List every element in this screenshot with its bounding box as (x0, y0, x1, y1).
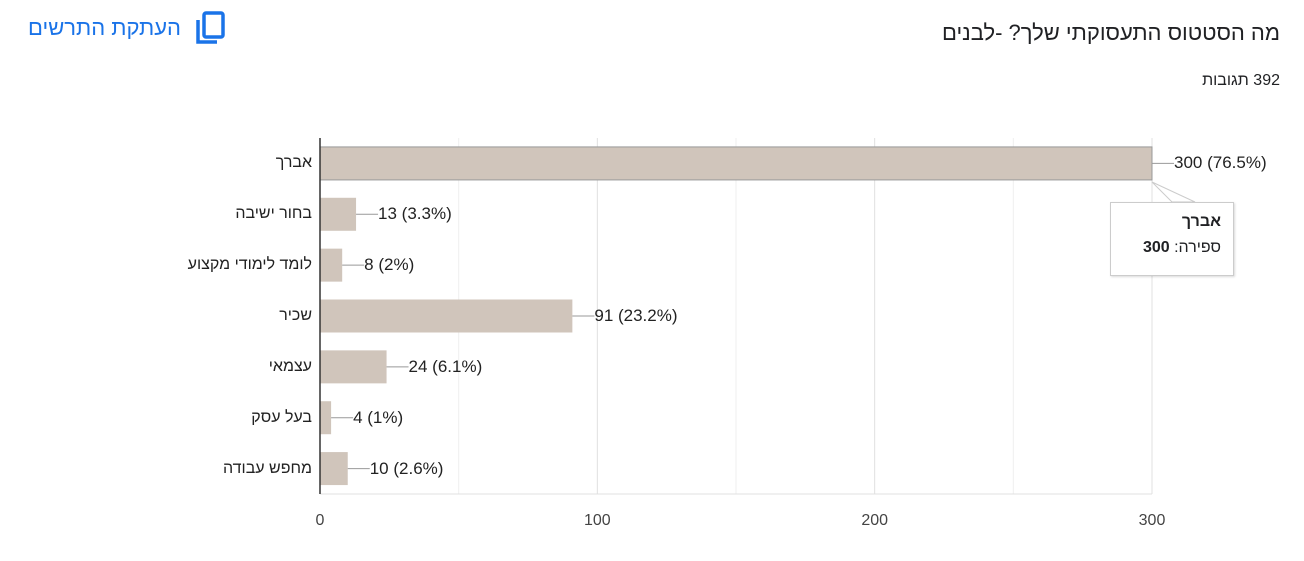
bar (319, 146, 1153, 181)
x-tick-label: 300 (1139, 512, 1166, 529)
chart-tooltip: אברך ספירה: 300 (1110, 202, 1234, 276)
data-label: 13 (3.3%) (378, 204, 452, 224)
data-label: 8 (2%) (364, 255, 415, 275)
bar (320, 452, 348, 486)
x-tick-label: 100 (584, 512, 611, 529)
question-title: מה הסטטוס התעסוקתי שלך? -לבנים (941, 20, 1280, 45)
category-label: בעל עסק (251, 408, 312, 426)
category-label: אברך (275, 154, 312, 172)
copy-chart-label: העתקת התרשים (28, 15, 181, 40)
category-label: עצמאי (268, 357, 312, 375)
category-label: שכיר (279, 307, 312, 324)
x-tick-label: 200 (861, 512, 888, 529)
data-label: 4 (1%) (353, 407, 404, 427)
bar (320, 248, 343, 282)
category-label: בחור ישיבה (235, 205, 312, 223)
data-label: 10 (2.6%) (369, 458, 444, 478)
copy-chart-button[interactable]: העתקת התרשים (28, 10, 227, 46)
tooltip-count-label: ספירה: (1174, 239, 1221, 256)
bar (320, 401, 332, 435)
category-label: מחפש עבודה (223, 459, 312, 477)
response-count: 392 תגובות (1202, 72, 1280, 89)
bar (320, 197, 357, 231)
data-label: 300 (76.5%) (1174, 153, 1267, 173)
category-label: לומד לימודי מקצוע (187, 256, 312, 274)
bar (320, 299, 573, 333)
tooltip-pointer (1151, 181, 1196, 203)
x-tick-label: 0 (316, 512, 325, 529)
tooltip-count-value: 300 (1142, 239, 1170, 256)
data-label: 24 (6.1%) (408, 356, 483, 376)
copy-icon (196, 11, 225, 44)
tooltip-category: אברך (1181, 213, 1221, 230)
data-label: 91 (23.2%) (594, 306, 678, 325)
bar (320, 350, 387, 384)
